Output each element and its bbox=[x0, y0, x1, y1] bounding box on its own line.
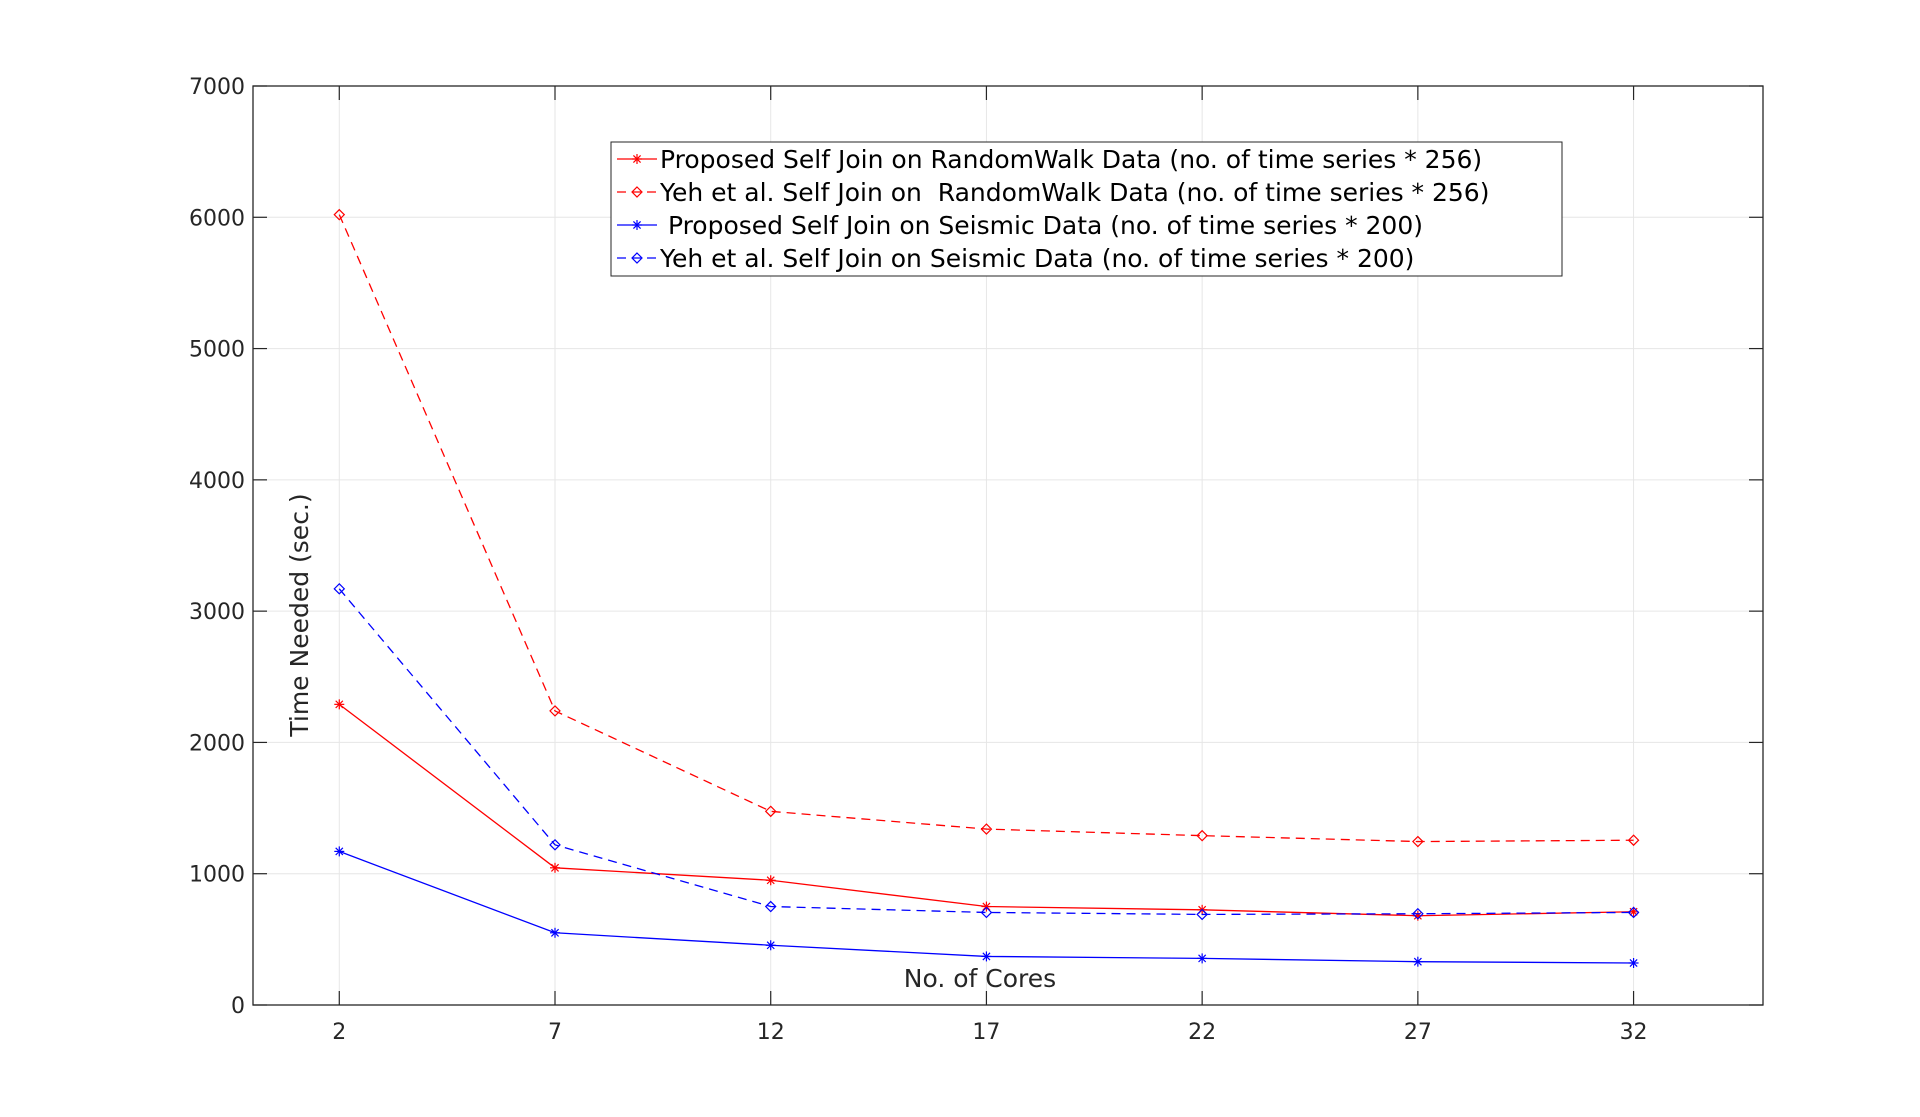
y-axis-label: Time Needed (sec.) bbox=[285, 493, 314, 737]
legend-entry: Proposed Self Join on Seismic Data (no. … bbox=[617, 211, 1423, 240]
legend-marker bbox=[631, 186, 643, 198]
series-2 bbox=[333, 208, 1640, 848]
data-point bbox=[981, 901, 992, 912]
legend-label: Proposed Self Join on RandomWalk Data (n… bbox=[660, 145, 1482, 174]
x-tick-label: 2 bbox=[332, 1020, 346, 1045]
y-tick-label: 7000 bbox=[189, 75, 245, 100]
legend-marker bbox=[632, 154, 642, 164]
data-point bbox=[764, 900, 777, 913]
legend-marker bbox=[631, 252, 643, 264]
series-line bbox=[338, 214, 1634, 843]
legend-entry: Proposed Self Join on RandomWalk Data (n… bbox=[617, 145, 1482, 174]
legend-box bbox=[610, 141, 1563, 277]
axis-ticks: 2 7 12 17 22 27 320100020003000400050006000700… bbox=[189, 75, 1763, 1045]
data-point bbox=[1196, 908, 1208, 921]
data-point bbox=[334, 699, 345, 710]
y-tick-label: 0 bbox=[231, 994, 245, 1019]
data-point bbox=[980, 823, 993, 835]
data-point bbox=[1412, 956, 1423, 967]
data-point bbox=[1197, 953, 1208, 964]
y-tick-label: 5000 bbox=[189, 338, 245, 363]
x-tick-label: 7 bbox=[548, 1020, 562, 1045]
series-line bbox=[338, 588, 1634, 916]
data-point bbox=[550, 862, 560, 873]
data-point bbox=[1627, 834, 1640, 847]
x-tick-label: 32 bbox=[1620, 1020, 1648, 1045]
data-point bbox=[765, 940, 776, 951]
legend-marker bbox=[632, 220, 642, 230]
data-point bbox=[549, 838, 561, 851]
y-tick-label: 3000 bbox=[189, 600, 245, 625]
y-tick-label: 2000 bbox=[189, 731, 245, 756]
x-tick-label: 27 bbox=[1404, 1020, 1432, 1045]
data-point bbox=[764, 805, 777, 818]
data-point bbox=[333, 208, 346, 221]
data-point bbox=[980, 906, 993, 919]
data-point bbox=[333, 582, 346, 595]
data-point bbox=[1627, 906, 1640, 919]
y-tick-label: 4000 bbox=[189, 469, 245, 494]
series-4 bbox=[333, 582, 1640, 921]
y-tick-label: 6000 bbox=[189, 206, 245, 231]
legend: Proposed Self Join on RandomWalk Data (n… bbox=[610, 141, 1563, 277]
data-point bbox=[1412, 907, 1424, 920]
series-layer bbox=[333, 208, 1640, 968]
x-axis-label: No. of Cores bbox=[904, 964, 1056, 993]
legend-label: Proposed Self Join on Seismic Data (no. … bbox=[660, 211, 1423, 240]
data-point bbox=[1628, 957, 1639, 968]
data-point bbox=[1196, 829, 1208, 842]
data-point bbox=[765, 875, 776, 886]
legend-entry: Yeh et al. Self Join on Seismic Data (no… bbox=[617, 244, 1414, 273]
legend-label: Yeh et al. Self Join on Seismic Data (no… bbox=[659, 244, 1414, 273]
series-3 bbox=[334, 846, 1639, 968]
data-point bbox=[549, 705, 561, 717]
data-point bbox=[981, 951, 992, 962]
x-tick-label: 17 bbox=[972, 1020, 1000, 1045]
legend-label: Yeh et al. Self Join on RandomWalk Data … bbox=[659, 178, 1489, 207]
data-point bbox=[334, 846, 345, 857]
x-tick-label: 12 bbox=[757, 1020, 785, 1045]
data-point bbox=[550, 927, 560, 938]
data-point bbox=[1412, 835, 1424, 848]
y-tick-label: 1000 bbox=[189, 863, 245, 888]
legend-entry: Yeh et al. Self Join on RandomWalk Data … bbox=[617, 178, 1489, 207]
x-tick-label: 22 bbox=[1188, 1020, 1216, 1045]
axes-box bbox=[252, 85, 1764, 1006]
